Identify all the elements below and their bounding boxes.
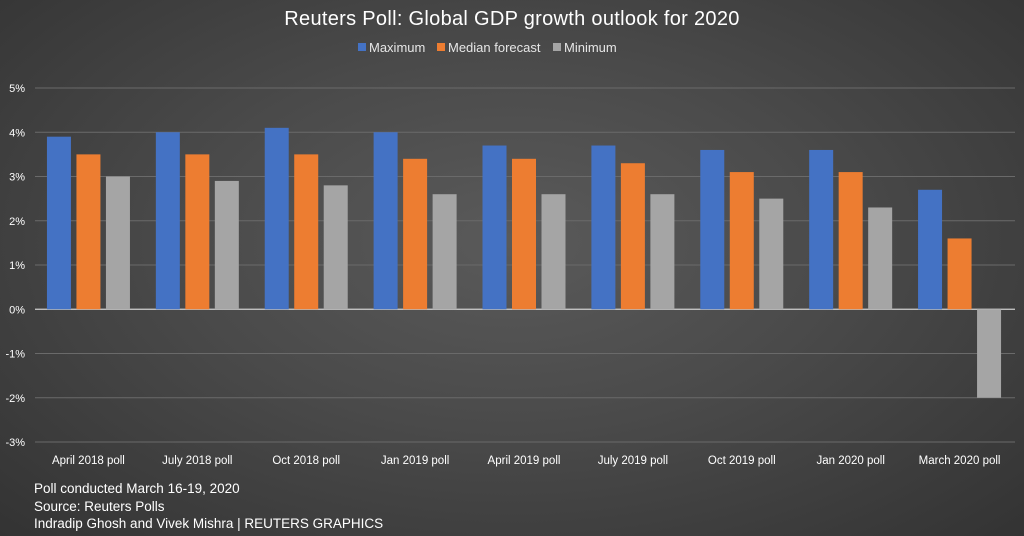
bar-minimum — [868, 207, 893, 310]
y-tick-label: 2% — [9, 216, 25, 228]
chart-title: Reuters Poll: Global GDP growth outlook … — [284, 8, 739, 30]
x-category-label: Jan 2020 poll — [816, 455, 884, 467]
legend-label-2: Minimum — [564, 40, 617, 55]
x-axis: April 2018 poll July 2018 poll Oct 2018 po… — [52, 455, 1000, 467]
bar-median-forecast — [620, 163, 645, 310]
bar-median-forecast — [76, 154, 101, 310]
bar-minimum — [977, 309, 1002, 398]
bar-maximum — [918, 189, 943, 310]
x-category-label: Oct 2019 poll — [708, 455, 776, 467]
legend-swatch-0 — [358, 43, 366, 51]
bar-median-forecast — [185, 154, 210, 310]
x-category-label: July 2019 poll — [598, 455, 668, 467]
bar-median-forecast — [403, 158, 428, 310]
bar-median-forecast — [729, 172, 754, 310]
bar-minimum — [759, 198, 784, 310]
bar-maximum — [373, 132, 398, 310]
bar-minimum — [541, 194, 566, 310]
legend-swatch-2 — [553, 43, 561, 51]
bar-maximum — [591, 145, 616, 310]
bar-median-forecast — [947, 238, 972, 310]
y-tick-label: -3% — [5, 437, 25, 449]
source-note: Source: Reuters Polls — [34, 498, 165, 514]
bar-maximum — [700, 149, 725, 310]
bar-minimum — [323, 185, 348, 310]
bar-median-forecast — [294, 154, 319, 310]
bar-minimum — [105, 176, 130, 310]
x-category-label: April 2019 poll — [488, 455, 561, 467]
chart-legend: Maximum Median forecast Minimum — [358, 40, 617, 55]
legend-label-1: Median forecast — [448, 40, 541, 55]
y-tick-label: 0% — [9, 304, 25, 316]
y-tick-label: 5% — [9, 83, 25, 95]
x-category-label: April 2018 poll — [52, 455, 125, 467]
y-tick-label: 4% — [9, 127, 25, 139]
y-tick-label: 3% — [9, 172, 25, 184]
credit-note: Indradip Ghosh and Vivek Mishra | REUTER… — [34, 516, 384, 531]
bar-maximum — [264, 127, 289, 310]
x-category-label: Oct 2018 poll — [272, 455, 340, 467]
poll-date-note: Poll conducted March 16-19, 2020 — [34, 481, 240, 496]
bar-maximum — [482, 145, 507, 310]
legend-label-0: Maximum — [369, 40, 425, 55]
bar-median-forecast — [838, 172, 863, 310]
bar-median-forecast — [512, 158, 536, 310]
bar-maximum — [155, 132, 180, 310]
y-tick-label: -2% — [5, 393, 25, 405]
bar-minimum — [650, 194, 675, 310]
y-axis: 5% 4% 3% 2% 1% 0% -1% -2% -3% — [5, 83, 25, 449]
bar-maximum — [809, 149, 834, 310]
x-category-label: Jan 2019 poll — [381, 455, 449, 467]
legend-swatch-1 — [437, 43, 445, 51]
bar-maximum — [46, 136, 71, 310]
y-tick-label: -1% — [5, 349, 25, 361]
chart-footer: Poll conducted March 16-19, 2020 Source:… — [34, 480, 383, 533]
y-tick-label: 1% — [9, 260, 25, 272]
bar-minimum — [432, 194, 457, 310]
bars — [46, 127, 1002, 398]
x-category-label: July 2018 poll — [162, 455, 232, 467]
bar-minimum — [214, 180, 239, 310]
x-category-label: March 2020 poll — [919, 455, 1001, 467]
